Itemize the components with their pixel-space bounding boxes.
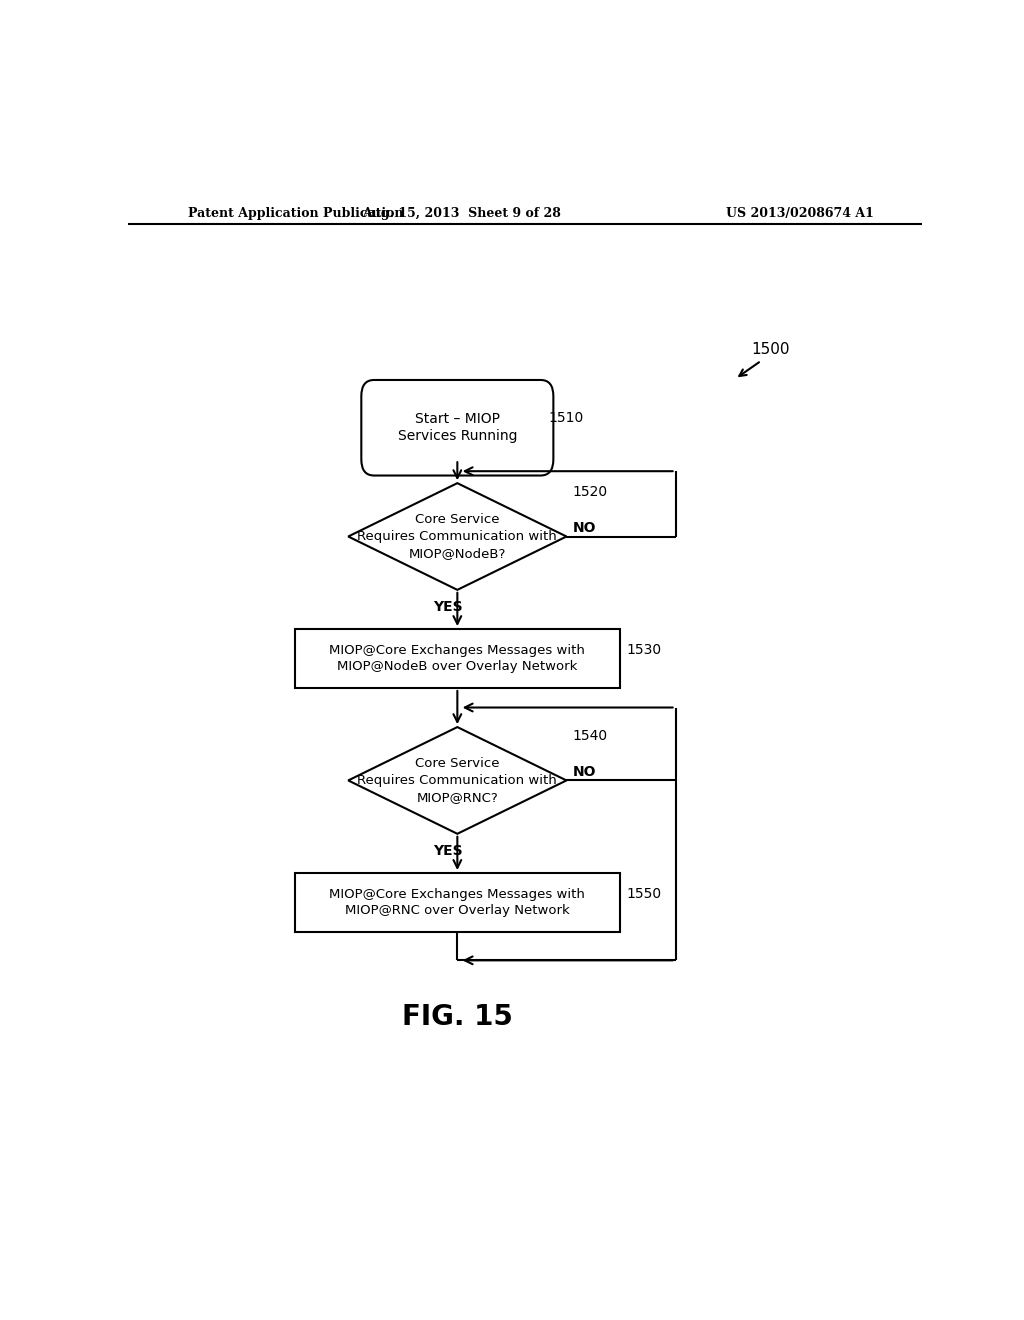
Text: YES: YES (433, 601, 463, 614)
Bar (295, 630, 621, 688)
Text: 1530: 1530 (627, 643, 662, 657)
Text: US 2013/0208674 A1: US 2013/0208674 A1 (726, 207, 873, 220)
Text: FIG. 15: FIG. 15 (401, 1003, 513, 1031)
Text: YES: YES (433, 843, 463, 858)
Text: 1500: 1500 (751, 342, 790, 356)
Bar (295, 873, 621, 932)
Text: NO: NO (572, 521, 596, 536)
Text: NO: NO (572, 766, 596, 779)
Text: MIOP@Core Exchanges Messages with
MIOP@RNC over Overlay Network: MIOP@Core Exchanges Messages with MIOP@R… (330, 888, 586, 917)
Text: Start – MIOP
Services Running: Start – MIOP Services Running (397, 412, 517, 444)
Text: Patent Application Publication: Patent Application Publication (187, 207, 403, 220)
FancyBboxPatch shape (361, 380, 553, 475)
Text: 1540: 1540 (572, 729, 608, 743)
Polygon shape (348, 483, 566, 590)
Text: Core Service
Requires Communication with
MIOP@RNC?: Core Service Requires Communication with… (357, 756, 557, 804)
Text: Core Service
Requires Communication with
MIOP@NodeB?: Core Service Requires Communication with… (357, 513, 557, 560)
Text: 1550: 1550 (627, 887, 662, 902)
Text: Aug. 15, 2013  Sheet 9 of 28: Aug. 15, 2013 Sheet 9 of 28 (361, 207, 561, 220)
Text: 1510: 1510 (549, 411, 584, 425)
Text: 1520: 1520 (572, 484, 608, 499)
Polygon shape (348, 727, 566, 834)
Text: MIOP@Core Exchanges Messages with
MIOP@NodeB over Overlay Network: MIOP@Core Exchanges Messages with MIOP@N… (330, 644, 586, 673)
